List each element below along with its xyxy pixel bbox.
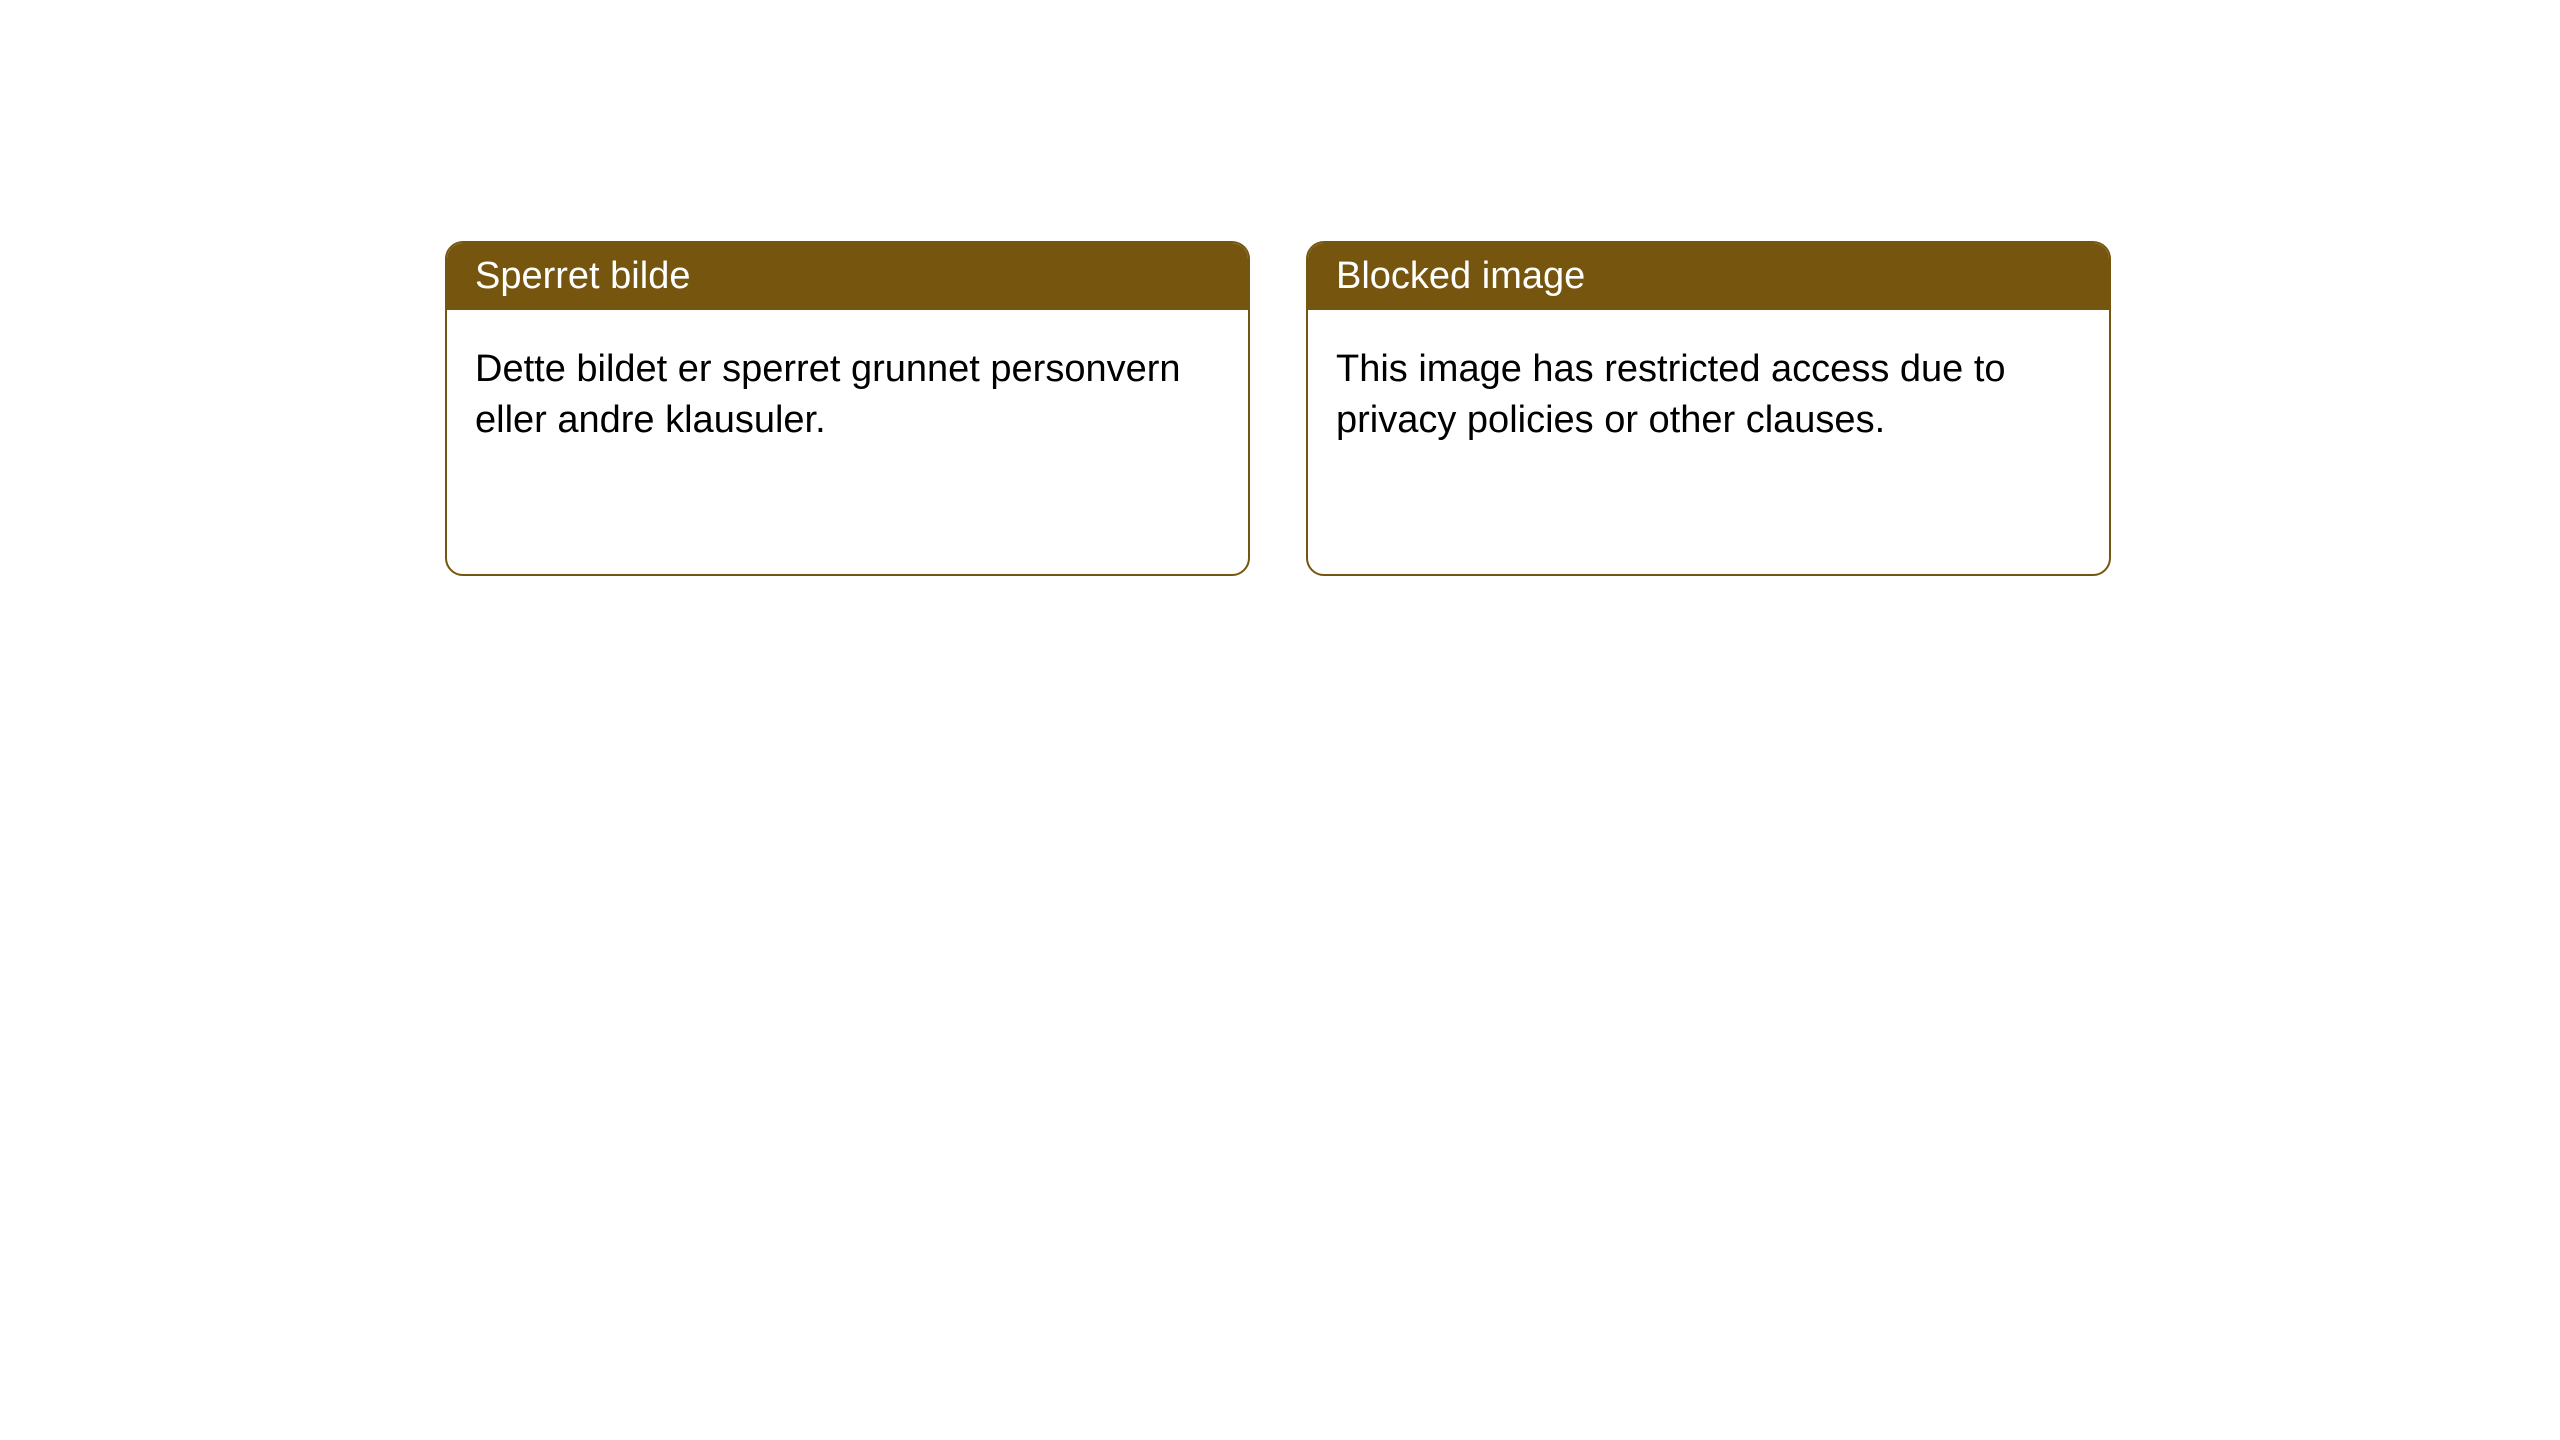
notice-title-en: Blocked image — [1336, 255, 1585, 297]
notice-body-en: This image has restricted access due to … — [1308, 310, 2109, 481]
notice-title-no: Sperret bilde — [475, 255, 690, 297]
notice-card-no: Sperret bilde Dette bildet er sperret gr… — [445, 241, 1250, 576]
notice-header-no: Sperret bilde — [447, 243, 1248, 310]
notice-card-en: Blocked image This image has restricted … — [1306, 241, 2111, 576]
notice-body-no: Dette bildet er sperret grunnet personve… — [447, 310, 1248, 481]
notice-header-en: Blocked image — [1308, 243, 2109, 310]
notice-text-no: Dette bildet er sperret grunnet personve… — [475, 348, 1181, 441]
notice-text-en: This image has restricted access due to … — [1336, 348, 2006, 441]
notice-container: Sperret bilde Dette bildet er sperret gr… — [0, 0, 2560, 576]
